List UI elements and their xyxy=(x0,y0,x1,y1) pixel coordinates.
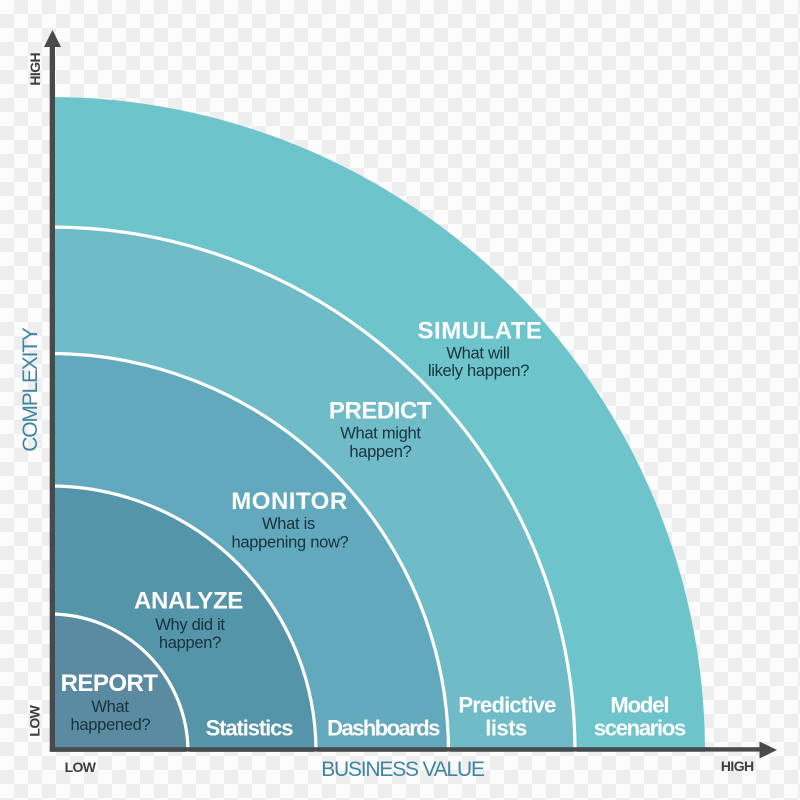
svg-text:Model: Model xyxy=(610,693,668,718)
svg-text:happen?: happen? xyxy=(349,443,411,461)
svg-text:happened?: happened? xyxy=(71,716,151,734)
svg-text:HIGH: HIGH xyxy=(27,53,43,86)
svg-text:What: What xyxy=(91,698,129,716)
svg-text:MONITOR: MONITOR xyxy=(231,488,347,515)
svg-text:Statistics: Statistics xyxy=(206,715,294,740)
svg-text:What might: What might xyxy=(340,425,421,443)
svg-text:BUSINESS VALUE: BUSINESS VALUE xyxy=(321,758,485,781)
svg-text:happening now?: happening now? xyxy=(232,534,349,552)
svg-text:happen?: happen? xyxy=(159,634,221,652)
svg-text:lists: lists xyxy=(485,715,527,740)
svg-text:COMPLEXITY: COMPLEXITY xyxy=(19,327,42,452)
svg-text:HIGH: HIGH xyxy=(721,758,754,774)
svg-text:Dashboards: Dashboards xyxy=(327,715,440,740)
svg-text:likely happen?: likely happen? xyxy=(428,362,529,380)
svg-text:LOW: LOW xyxy=(27,704,43,736)
svg-text:PREDICT: PREDICT xyxy=(329,397,432,424)
svg-text:What is: What is xyxy=(262,515,315,533)
svg-text:LOW: LOW xyxy=(65,759,97,775)
svg-text:ANALYZE: ANALYZE xyxy=(134,588,243,615)
svg-text:Why did it: Why did it xyxy=(155,616,225,634)
svg-text:REPORT: REPORT xyxy=(61,670,159,697)
svg-text:SIMULATE: SIMULATE xyxy=(418,318,543,345)
svg-text:What will: What will xyxy=(446,344,509,362)
svg-text:Predictive: Predictive xyxy=(458,693,556,718)
svg-text:scenarios: scenarios xyxy=(594,715,686,740)
